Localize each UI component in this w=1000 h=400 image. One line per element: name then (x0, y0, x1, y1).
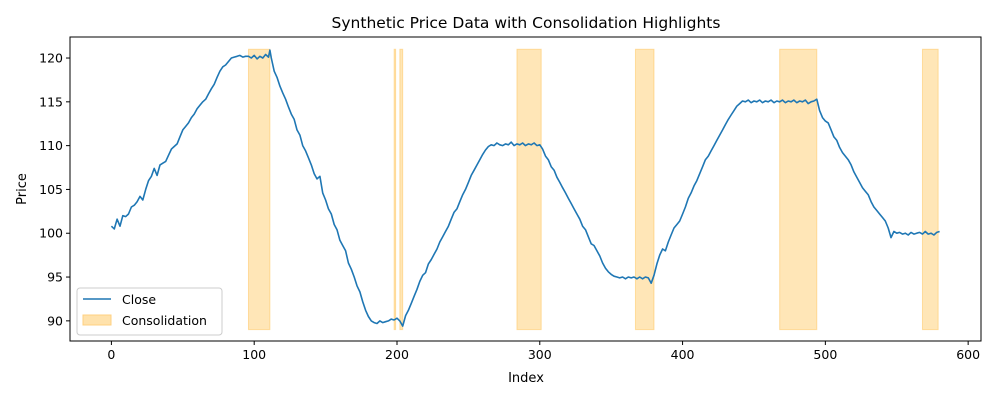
consolidation-band-6 (921, 48, 939, 331)
y-tick-label: 90 (47, 313, 63, 328)
consolidation-band-3 (516, 48, 542, 331)
legend: Close Consolidation (76, 287, 223, 336)
y-tick-label: 115 (39, 94, 63, 109)
consolidation-band-2 (399, 48, 404, 331)
consolidation-band-1 (393, 48, 397, 331)
consolidation-band-4 (634, 48, 655, 331)
consolidation-band-5 (779, 48, 818, 331)
y-axis-ticks: 90 95 100 105 110 115 120 (39, 51, 70, 328)
x-tick-label: 200 (385, 347, 409, 362)
x-tick-label: 0 (107, 347, 115, 362)
x-tick-label: 400 (671, 347, 695, 362)
series-line-close (110, 49, 940, 327)
x-tick-label: 500 (813, 347, 837, 362)
x-tick-label: 300 (528, 347, 552, 362)
chart-title: Synthetic Price Data with Consolidation … (332, 14, 721, 32)
y-tick-label: 110 (39, 138, 63, 153)
legend-consolidation-label: Consolidation (122, 313, 207, 328)
x-axis-ticks: 0 100 200 300 400 500 600 (107, 341, 980, 362)
y-tick-label: 105 (39, 182, 63, 197)
consolidation-bands (247, 48, 939, 331)
y-tick-label: 120 (39, 51, 63, 66)
legend-consolidation-swatch (82, 314, 112, 326)
legend-close-label: Close (122, 292, 156, 307)
close-series (110, 49, 940, 327)
x-tick-label: 100 (242, 347, 266, 362)
y-axis-label: Price (15, 173, 30, 205)
x-tick-label: 600 (956, 347, 980, 362)
x-axis-label: Index (508, 371, 544, 386)
y-tick-label: 100 (39, 226, 63, 241)
legend-box (76, 287, 223, 336)
consolidation-band-0 (247, 48, 271, 331)
y-tick-label: 95 (47, 270, 63, 285)
